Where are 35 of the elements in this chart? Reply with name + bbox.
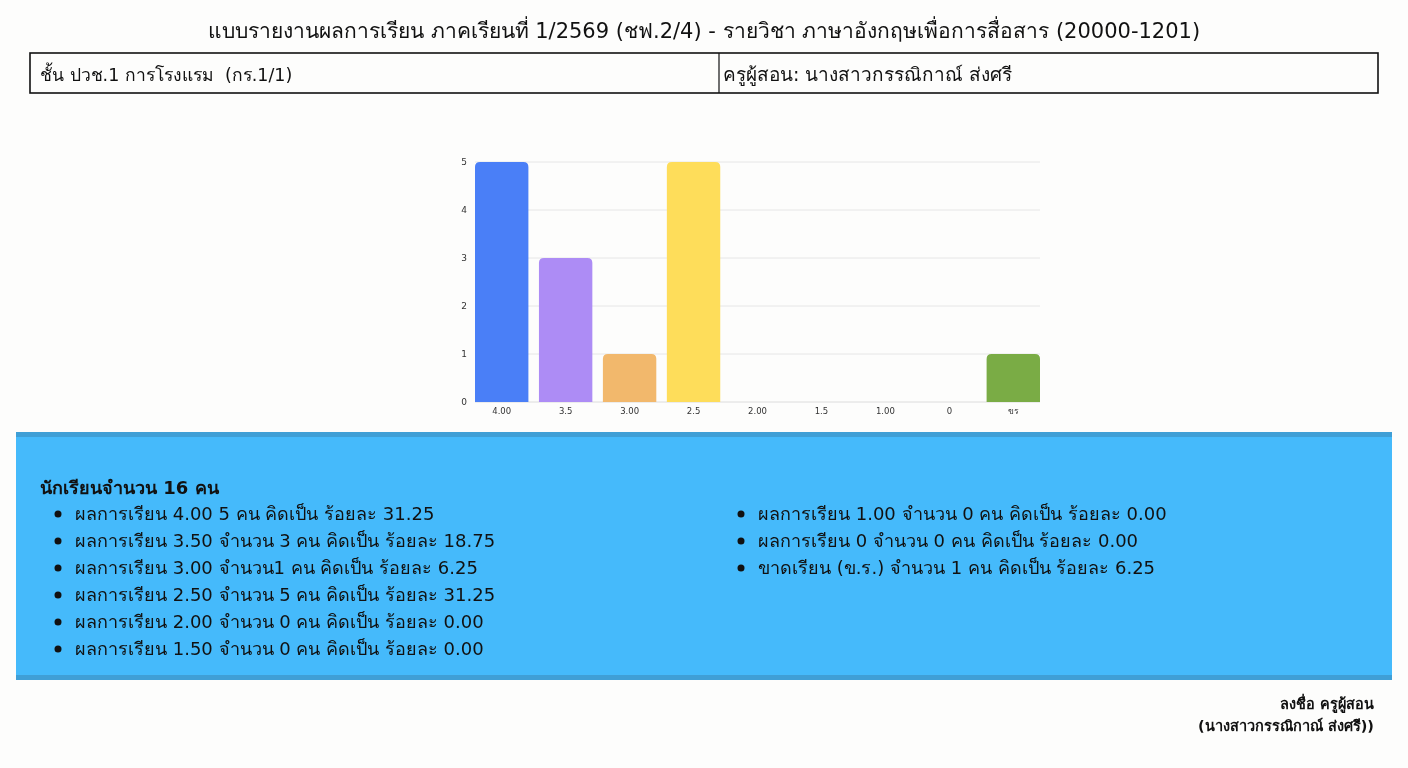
y-tick-label: 4 [461, 205, 468, 216]
chart-title: แบบรายงานผลการเรียน ภาคเรียนที่ 1/2569 (ชฟ.2/4) - รายวิชา ภาษาอังกฤษเพื่อการสื่อสาร (20000-1201) [207, 16, 1201, 43]
text: ผลการเรียน 3.50 จำนวน 3 คน คิดเป็น ร้อยละ 18.75 [75, 529, 496, 552]
bar [986, 354, 1040, 402]
text: ชั้น ปวช.1 การโรงแรม (กร.1/1) [40, 62, 293, 85]
x-tick-label: 2.00 [748, 406, 767, 416]
text: ขาดเรียน (ข.ร.) จำนวน 1 คน คิดเป็น ร้อยละ 6.25 [758, 556, 1156, 579]
x-tick-label: 0 [946, 406, 953, 416]
x-tick-label: 1.5 [814, 406, 829, 416]
text: ผลการเรียน 1.50 จำนวน 0 คน คิดเป็น ร้อยละ 0.00 [75, 637, 484, 660]
bar [538, 258, 593, 402]
y-tick-label: 3 [461, 253, 467, 264]
bar [475, 162, 529, 402]
text: ลงชื่อ ครูผู้สอน [1279, 693, 1374, 713]
text: ผลการเรียน 2.50 จำนวน 5 คน คิดเป็น ร้อยละ 31.25 [75, 583, 496, 606]
x-tick-label: ขร [1007, 406, 1019, 416]
x-tick-label: 3.5 [558, 406, 573, 416]
x-tick-label: 3.00 [620, 406, 640, 416]
x-tick-label: 4.00 [492, 406, 512, 416]
x-tick-label: 1.00 [875, 406, 895, 416]
y-tick-label: 0 [461, 397, 468, 408]
text: นักเรียนจำนวน 16 คน [40, 477, 220, 498]
text: ผลการเรียน 2.00 จำนวน 0 คน คิดเป็น ร้อยละ 0.00 [75, 610, 484, 633]
bar [666, 162, 721, 402]
y-tick-label: 5 [461, 157, 467, 168]
text: ผลการเรียน 1.00 จำนวน 0 คน คิดเป็น ร้อยละ 0.00 [758, 502, 1167, 525]
text: ครูผู้สอน: นางสาวกรรณิกาณ์ ส่งศรี [723, 63, 1013, 86]
y-tick-label: 2 [461, 301, 467, 312]
bar [602, 354, 657, 402]
text: (นางสาวกรรณิกาณ์ ส่งศรี)) [1198, 717, 1374, 734]
text: ผลการเรียน 0 จำนวน 0 คน คิดเป็น ร้อยละ 0.00 [758, 529, 1139, 552]
y-tick-label: 1 [461, 349, 467, 360]
x-tick-label: 2.5 [686, 406, 701, 416]
text: ผลการเรียน 4.00 5 คน คิดเป็น ร้อยละ 31.25 [75, 502, 435, 525]
text: ผลการเรียน 3.00 จำนวน1 คน คิดเป็น ร้อยละ 6.25 [75, 556, 478, 579]
